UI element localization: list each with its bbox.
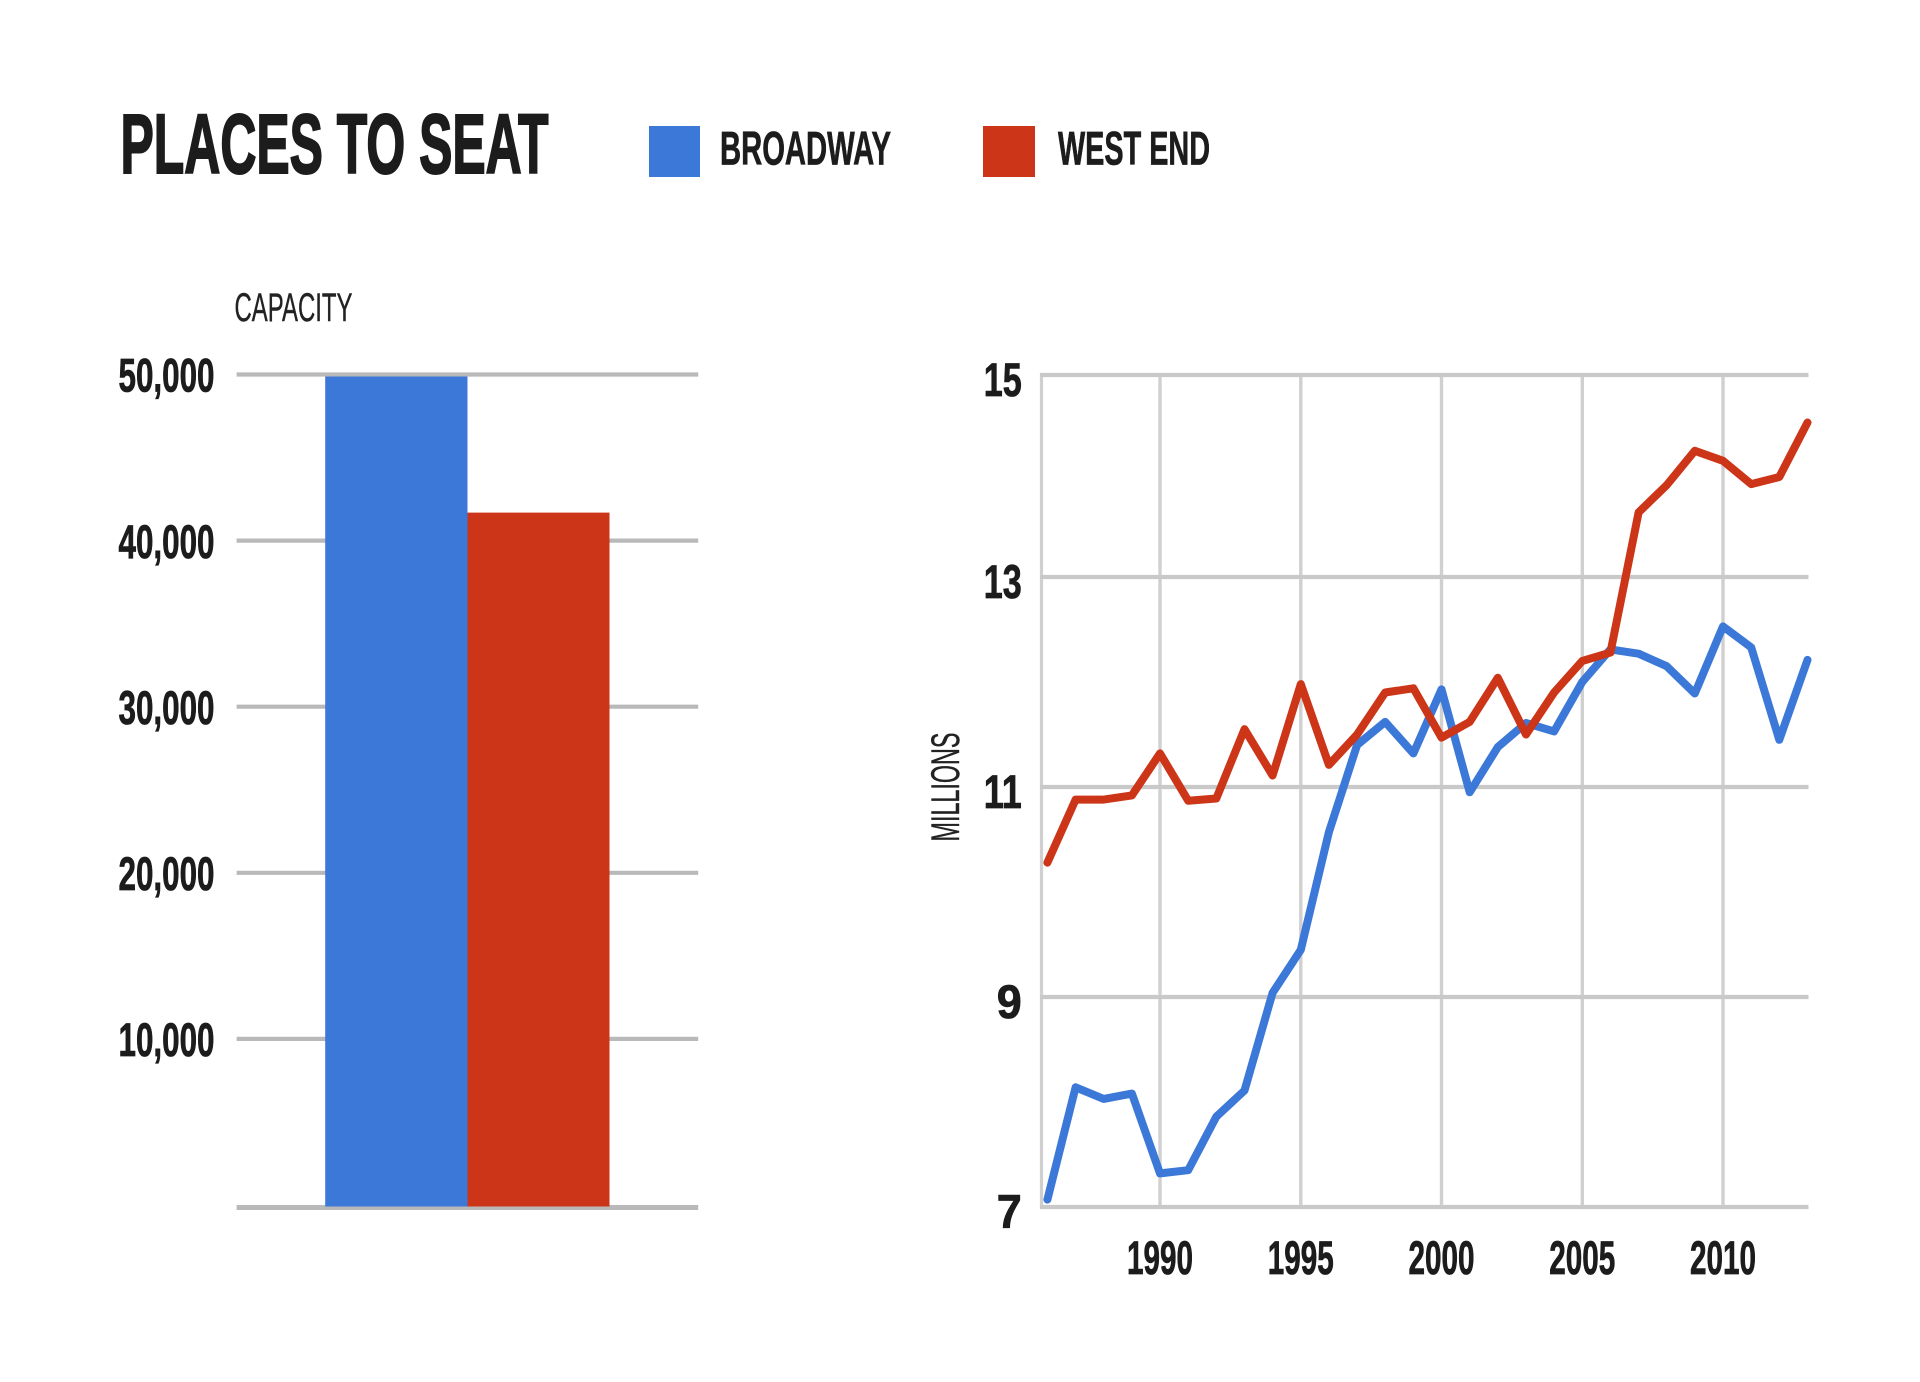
svg-text:15: 15 — [984, 354, 1022, 407]
svg-text:13: 13 — [984, 556, 1022, 609]
svg-text:7: 7 — [997, 1186, 1022, 1239]
svg-text:BROADWAY: BROADWAY — [720, 123, 891, 176]
svg-text:20,000: 20,000 — [119, 848, 215, 901]
svg-text:9: 9 — [997, 976, 1022, 1029]
svg-text:11: 11 — [984, 766, 1022, 819]
svg-text:CAPACITY: CAPACITY — [235, 285, 353, 330]
svg-text:2000: 2000 — [1409, 1232, 1475, 1285]
svg-text:1990: 1990 — [1127, 1232, 1193, 1285]
svg-text:2010: 2010 — [1690, 1232, 1756, 1285]
svg-text:MILLIONS: MILLIONS — [923, 733, 968, 842]
svg-text:1995: 1995 — [1268, 1232, 1334, 1285]
svg-text:50,000: 50,000 — [119, 350, 215, 403]
svg-text:30,000: 30,000 — [119, 682, 215, 735]
svg-text:WEST END: WEST END — [1058, 123, 1210, 176]
svg-text:10,000: 10,000 — [119, 1014, 215, 1067]
svg-text:PLACES TO SEAT: PLACES TO SEAT — [121, 97, 549, 191]
svg-text:2005: 2005 — [1549, 1232, 1615, 1285]
svg-text:40,000: 40,000 — [119, 516, 215, 569]
